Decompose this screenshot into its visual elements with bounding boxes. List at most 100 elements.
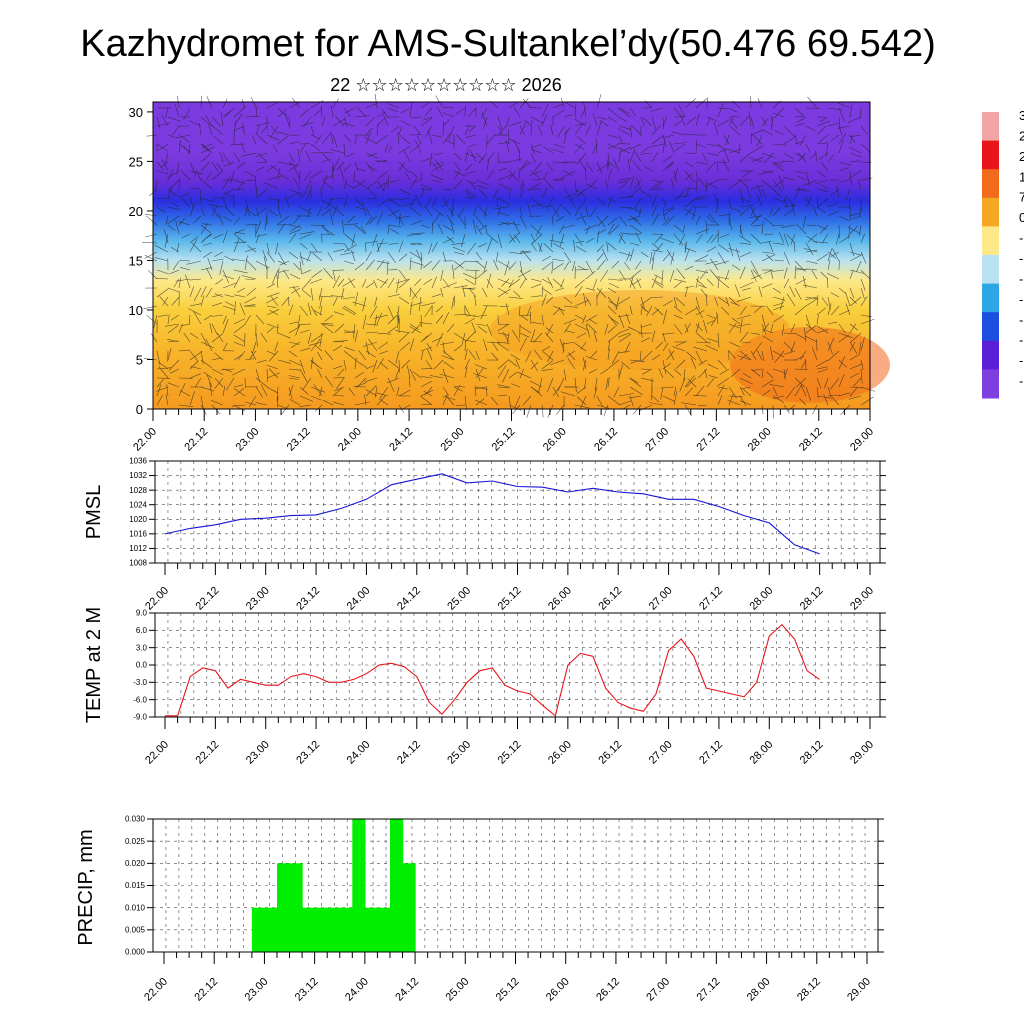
wind-barb xyxy=(651,213,659,226)
wind-barb xyxy=(695,161,709,165)
wind-barb xyxy=(820,183,829,190)
wind-barb xyxy=(167,116,181,122)
wind-barb xyxy=(750,260,759,274)
wind-barb xyxy=(486,158,490,172)
wind-barb xyxy=(468,350,477,361)
wind-barb xyxy=(288,341,300,345)
wind-barb xyxy=(323,267,334,280)
wind-barb xyxy=(856,260,862,273)
wind-barb xyxy=(285,112,290,127)
wind-barb xyxy=(497,260,511,268)
wind-barb xyxy=(750,130,763,136)
wind-barb xyxy=(401,120,411,127)
wind-barb xyxy=(492,188,499,200)
wind-barb xyxy=(561,97,565,109)
wind-barb xyxy=(627,326,642,334)
wind-barb xyxy=(358,350,367,361)
wind-barb xyxy=(299,233,312,240)
wind-barb xyxy=(543,242,554,253)
wind-barb xyxy=(750,368,761,377)
wind-barb xyxy=(369,305,378,319)
wind-barb xyxy=(531,322,543,325)
wind-barb xyxy=(717,107,729,109)
wind-barb xyxy=(530,233,536,243)
wind-barb xyxy=(497,342,510,352)
wind-barb xyxy=(618,147,631,154)
wind-barb xyxy=(297,314,301,328)
wind-barb xyxy=(617,128,631,136)
wind-barb xyxy=(156,197,172,199)
wind-barb xyxy=(255,152,268,158)
wind-barb xyxy=(200,153,211,163)
wind-barb xyxy=(222,215,232,222)
wind-barb xyxy=(508,101,519,109)
wind-barb xyxy=(424,107,433,117)
wind-barb xyxy=(790,323,796,333)
wind-barb xyxy=(725,134,730,146)
wind-barb xyxy=(607,305,617,315)
wind-barb xyxy=(252,341,257,354)
wind-barb xyxy=(333,206,345,217)
wind-barb xyxy=(379,350,389,355)
wind-barb xyxy=(541,346,551,352)
wind-barb xyxy=(266,323,279,329)
wind-barb xyxy=(717,394,723,406)
wind-barb xyxy=(453,345,462,352)
wind-barb xyxy=(310,125,315,137)
wind-barb xyxy=(342,296,356,300)
y-tick-label: 0.025 xyxy=(125,837,146,846)
wind-barb xyxy=(314,107,323,117)
wind-barb xyxy=(695,341,711,344)
wind-barb xyxy=(541,293,547,307)
wind-barb xyxy=(664,369,675,379)
wind-barb xyxy=(320,305,323,316)
wind-barb xyxy=(418,322,433,325)
wind-barb xyxy=(299,143,307,154)
wind-barb xyxy=(552,103,564,109)
wind-barb xyxy=(478,188,488,199)
wind-barb xyxy=(706,377,715,388)
wind-barb xyxy=(531,233,543,245)
wind-barb xyxy=(514,395,521,409)
wind-barb xyxy=(351,233,356,247)
wind-barb xyxy=(480,305,488,320)
wind-barb xyxy=(186,260,202,265)
wind-barb xyxy=(519,368,524,379)
wind-barb xyxy=(321,323,334,334)
wind-barb xyxy=(403,149,411,163)
wind-barb xyxy=(742,372,752,379)
wind-barb xyxy=(464,395,467,411)
wind-barb xyxy=(550,124,554,136)
wind-barb xyxy=(288,326,301,334)
wind-barb xyxy=(193,311,202,325)
wind-barb xyxy=(299,206,313,215)
wind-barb xyxy=(565,101,576,109)
wind-barb xyxy=(341,287,345,300)
wind-barb xyxy=(728,206,742,213)
wind-barb xyxy=(457,206,466,218)
wind-barb xyxy=(486,323,492,336)
wind-barb xyxy=(531,143,543,149)
wind-barb xyxy=(727,399,741,406)
wind-barb xyxy=(524,119,532,127)
wind-barb xyxy=(673,323,683,335)
wind-barb xyxy=(794,265,797,280)
wind-barb xyxy=(860,287,865,299)
wind-barb xyxy=(365,241,378,244)
wind-barb xyxy=(464,124,470,136)
wind-barb xyxy=(508,371,518,379)
wind-barb xyxy=(607,332,620,343)
wind-barb xyxy=(541,360,553,370)
wind-barb xyxy=(772,161,784,167)
wind-barb xyxy=(522,250,532,262)
wind-barb xyxy=(629,248,634,262)
wind-barb xyxy=(639,206,642,216)
wind-barb xyxy=(684,286,689,298)
wind-barb xyxy=(250,97,257,109)
wind-barb xyxy=(520,251,532,254)
grid xyxy=(153,818,878,953)
wind-barb xyxy=(695,140,698,154)
x-tick-label: 23.00 xyxy=(244,739,272,767)
wind-barb xyxy=(191,242,202,253)
